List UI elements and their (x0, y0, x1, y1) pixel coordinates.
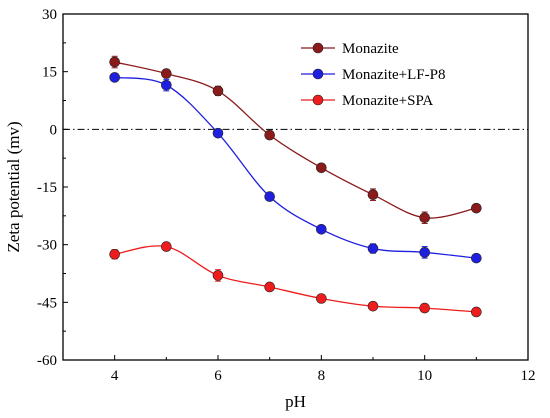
x-tick-label: 12 (521, 368, 536, 384)
series-2 (109, 241, 482, 318)
y-axis-title: Zeta potential (mv) (4, 121, 23, 252)
legend: Monazite Monazite+LF-P8 Monazite+SPA (301, 41, 445, 109)
data-point (316, 223, 327, 235)
y-tick-label: -15 (37, 180, 57, 196)
data-point (212, 127, 224, 139)
data-point (471, 202, 482, 214)
x-tick-label: 6 (214, 368, 222, 384)
legend-entry-0: Monazite (301, 41, 399, 57)
x-tick-label: 4 (111, 368, 119, 384)
y-tick-label: -45 (37, 295, 57, 311)
y-tick-label: 30 (42, 7, 57, 23)
x-axis-title: pH (285, 392, 306, 411)
legend-label: Monazite (342, 41, 399, 57)
data-point (109, 56, 120, 68)
legend-entry-2: Monazite+SPA (301, 93, 433, 109)
legend-swatch-marker (312, 42, 324, 54)
data-point (264, 129, 275, 141)
series-line-0 (114, 61, 477, 219)
legend-swatch-marker (312, 94, 324, 106)
y-tick-label: -30 (37, 238, 57, 254)
data-point (212, 270, 224, 281)
data-point (419, 302, 430, 314)
y-tick-label: -60 (37, 353, 57, 369)
plot-layer (63, 55, 528, 318)
data-point (367, 300, 379, 312)
data-point (419, 247, 430, 258)
data-point (419, 212, 430, 224)
y-tick-label: 0 (50, 122, 58, 138)
data-point (367, 189, 379, 200)
data-point (471, 306, 482, 318)
data-point (161, 79, 172, 91)
data-point (109, 72, 120, 83)
data-point (264, 281, 275, 293)
series-0 (109, 55, 482, 225)
data-point (471, 252, 482, 264)
legend-label: Monazite+SPA (342, 93, 433, 109)
series-1 (109, 72, 482, 264)
y-tick-label: 15 (42, 65, 57, 81)
legend-swatch-marker (312, 68, 324, 80)
x-tick-label: 8 (318, 368, 326, 384)
data-point (367, 243, 379, 254)
data-point (212, 85, 224, 97)
data-point (161, 68, 172, 79)
legend-entry-1: Monazite+LF-P8 (301, 67, 445, 83)
data-point (109, 248, 120, 260)
data-point (161, 241, 172, 252)
series-line-1 (114, 76, 477, 259)
legend-label: Monazite+LF-P8 (342, 67, 445, 83)
axes-layer: 4 6 8 10 12 30 15 0 -15 -30 -45 -60 pH Zeta potential… (4, 7, 536, 411)
data-point (316, 293, 327, 304)
data-point (316, 162, 327, 174)
x-tick-label: 10 (417, 368, 432, 384)
data-point (264, 191, 275, 202)
